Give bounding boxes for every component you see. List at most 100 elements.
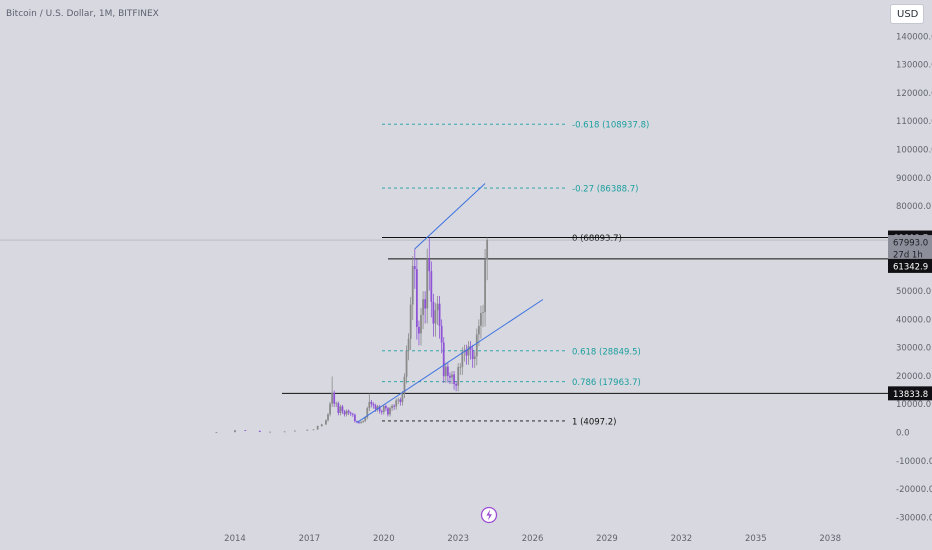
candle-body <box>432 301 435 324</box>
candle-body <box>368 401 371 409</box>
x-tick-label: 2017 <box>299 534 321 544</box>
candle-body <box>337 403 340 413</box>
tag-61342: 61342.9 <box>888 258 932 273</box>
candle-body <box>418 326 420 334</box>
candle-body <box>378 406 381 411</box>
candle-body <box>234 430 236 433</box>
candle-body <box>384 406 387 409</box>
candle-body <box>484 259 486 313</box>
candle-body <box>424 299 427 309</box>
y-tick-label: 90000.0 <box>896 174 931 184</box>
candle-body <box>459 366 462 368</box>
y-tick-label: 100000.0 <box>896 146 932 156</box>
y-tick-label: 80000.0 <box>896 202 931 212</box>
fib-level-label: 0.618 (28849.5) <box>572 347 641 357</box>
y-tick-label: 120000.0 <box>896 89 932 99</box>
candle-body <box>341 406 344 412</box>
candle-body <box>356 421 358 423</box>
symbol-title: Bitcoin / U.S. Dollar, 1M, BITFINEX <box>6 9 159 19</box>
candle-body <box>360 421 362 423</box>
x-tick-label: 2035 <box>745 534 767 544</box>
candle-body <box>387 408 389 415</box>
candle-body <box>335 403 338 405</box>
candle-body <box>434 310 437 324</box>
fib-level-label: 0.786 (17963.7) <box>572 378 641 388</box>
candle-body <box>482 312 484 313</box>
candle-body <box>413 266 416 270</box>
candle-body <box>428 259 431 272</box>
candle-body <box>353 414 356 422</box>
trend-line-upper[interactable] <box>414 183 486 250</box>
price-axis[interactable]: 140000.0 130000.0 120000.0 110000.0 100000.0… <box>896 32 932 523</box>
y-tick-label: 140000.0 <box>896 32 932 42</box>
candle-body <box>269 431 272 433</box>
tag-countdown: 27d 1h <box>888 247 932 262</box>
candle-body <box>325 420 327 425</box>
trend-lines[interactable] <box>356 183 544 424</box>
fib-level-label: -0.27 (86388.7) <box>572 185 638 195</box>
candle-body <box>244 430 247 432</box>
horizontal-lines[interactable] <box>0 237 888 394</box>
candle-body <box>345 410 348 415</box>
candle-body <box>465 349 468 356</box>
candle-body <box>376 406 379 410</box>
candle-body <box>320 424 323 426</box>
candle-body <box>453 374 455 384</box>
candle-body <box>339 406 342 413</box>
candle-body <box>380 410 383 413</box>
candle-body <box>283 431 286 433</box>
candle-body <box>331 392 334 404</box>
x-tick-label: 2023 <box>447 534 469 544</box>
price-tag-text: 67993.0 <box>893 239 928 249</box>
candle-body <box>401 393 404 402</box>
candle-body <box>430 271 433 302</box>
x-tick-label: 2038 <box>819 534 841 544</box>
y-tick-label: 20000.0 <box>896 372 931 382</box>
x-tick-label: 2032 <box>671 534 693 544</box>
y-tick-label: 110000.0 <box>896 117 932 127</box>
candle-body <box>457 367 460 386</box>
candle-body <box>442 342 445 377</box>
trend-line-lower[interactable] <box>356 299 544 424</box>
candle-body <box>415 269 418 327</box>
candle-body <box>399 399 402 402</box>
candle-body <box>306 429 309 431</box>
price-tag-text: 13833.8 <box>893 390 928 400</box>
x-tick-label: 2029 <box>596 534 618 544</box>
fibonacci-levels[interactable]: -0.618 (108937.8) -0.27 (86388.7) 0 (68893… <box>382 121 649 428</box>
candle-body <box>444 366 447 377</box>
candle-body <box>446 366 449 376</box>
tag-67993: 67993.0 <box>888 235 932 250</box>
x-tick-label: 2020 <box>373 534 395 544</box>
candle-body <box>407 338 410 351</box>
y-tick-label: -20000.0 <box>896 485 932 495</box>
x-tick-label: 2014 <box>224 534 246 544</box>
candle-body <box>438 303 441 326</box>
candle-body <box>294 430 296 432</box>
candle-body <box>440 325 443 343</box>
candle-body <box>463 349 466 352</box>
price-tag-bg <box>888 386 932 401</box>
y-tick-label: 130000.0 <box>896 61 932 71</box>
lightning-icon[interactable] <box>480 506 498 524</box>
y-tick-label: 50000.0 <box>896 287 931 297</box>
candle-body <box>370 401 373 404</box>
candle-body <box>258 430 261 432</box>
tag-13833: 13833.8 <box>888 386 932 401</box>
candles <box>215 237 489 433</box>
fib-level-label: -0.618 (108937.8) <box>572 121 649 131</box>
candle-body <box>420 315 422 334</box>
candle-body <box>351 413 354 415</box>
price-tag-bg <box>888 235 932 250</box>
y-tick-label: 30000.0 <box>896 344 931 354</box>
fib-level-label: 1 (4097.2) <box>572 417 616 427</box>
candle-body <box>343 411 346 415</box>
candle-body <box>333 392 336 404</box>
currency-button[interactable]: USD <box>890 4 924 24</box>
y-tick-label: 10000.0 <box>896 400 931 410</box>
time-axis[interactable]: 2014 2017 2020 2023 2026 2029 2032 2035 2038 <box>224 534 841 544</box>
candle-body <box>480 312 482 326</box>
candle-body <box>469 346 472 350</box>
candle-body <box>451 374 453 378</box>
